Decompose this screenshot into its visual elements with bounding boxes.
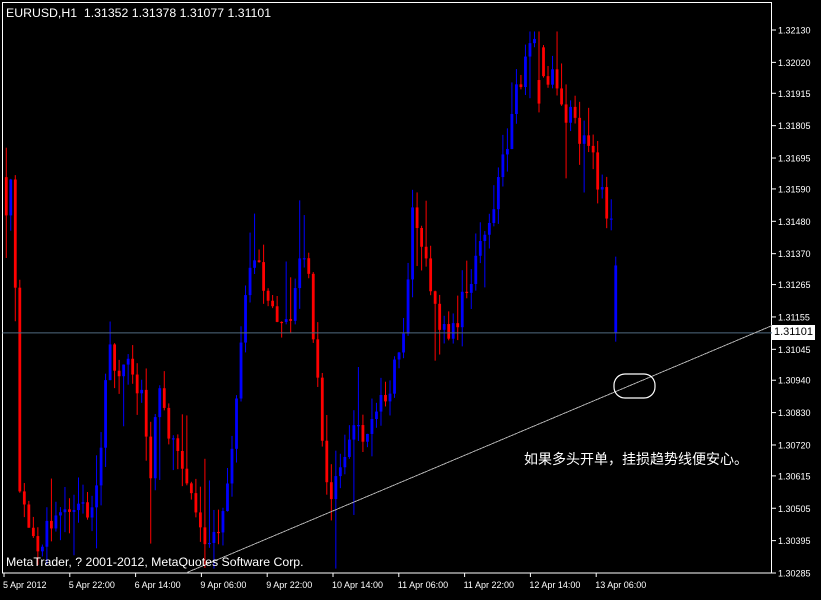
svg-text:13 Apr 06:00: 13 Apr 06:00: [595, 580, 646, 590]
svg-text:5 Apr 22:00: 5 Apr 22:00: [69, 580, 115, 590]
svg-text:1.31915: 1.31915: [778, 89, 811, 99]
svg-text:1.30505: 1.30505: [778, 504, 811, 514]
svg-text:1.31805: 1.31805: [778, 121, 811, 131]
svg-text:1.30830: 1.30830: [778, 408, 811, 418]
svg-text:1.32130: 1.32130: [778, 26, 811, 36]
svg-text:6 Apr 14:00: 6 Apr 14:00: [135, 580, 181, 590]
svg-text:11 Apr 06:00: 11 Apr 06:00: [398, 580, 448, 590]
svg-text:5 Apr 2012: 5 Apr 2012: [3, 580, 47, 590]
svg-text:1.31045: 1.31045: [778, 345, 811, 355]
svg-text:1.30395: 1.30395: [778, 536, 811, 546]
svg-text:9 Apr 22:00: 9 Apr 22:00: [266, 580, 312, 590]
svg-text:9 Apr 06:00: 9 Apr 06:00: [200, 580, 246, 590]
svg-text:1.31155: 1.31155: [778, 312, 810, 322]
svg-text:1.31695: 1.31695: [778, 154, 811, 164]
svg-text:12 Apr 14:00: 12 Apr 14:00: [529, 580, 580, 590]
svg-text:1.30285: 1.30285: [778, 569, 811, 579]
svg-text:11 Apr 22:00: 11 Apr 22:00: [464, 580, 514, 590]
svg-text:1.30720: 1.30720: [778, 440, 811, 450]
svg-text:1.32020: 1.32020: [778, 58, 811, 68]
svg-text:1.31480: 1.31480: [778, 217, 811, 227]
svg-text:10 Apr 14:00: 10 Apr 14:00: [332, 580, 383, 590]
svg-text:1.31590: 1.31590: [778, 184, 811, 194]
svg-text:1.31265: 1.31265: [778, 280, 811, 290]
svg-text:1.31370: 1.31370: [778, 249, 811, 259]
svg-text:1.30940: 1.30940: [778, 376, 811, 386]
svg-text:1.30615: 1.30615: [778, 471, 811, 481]
